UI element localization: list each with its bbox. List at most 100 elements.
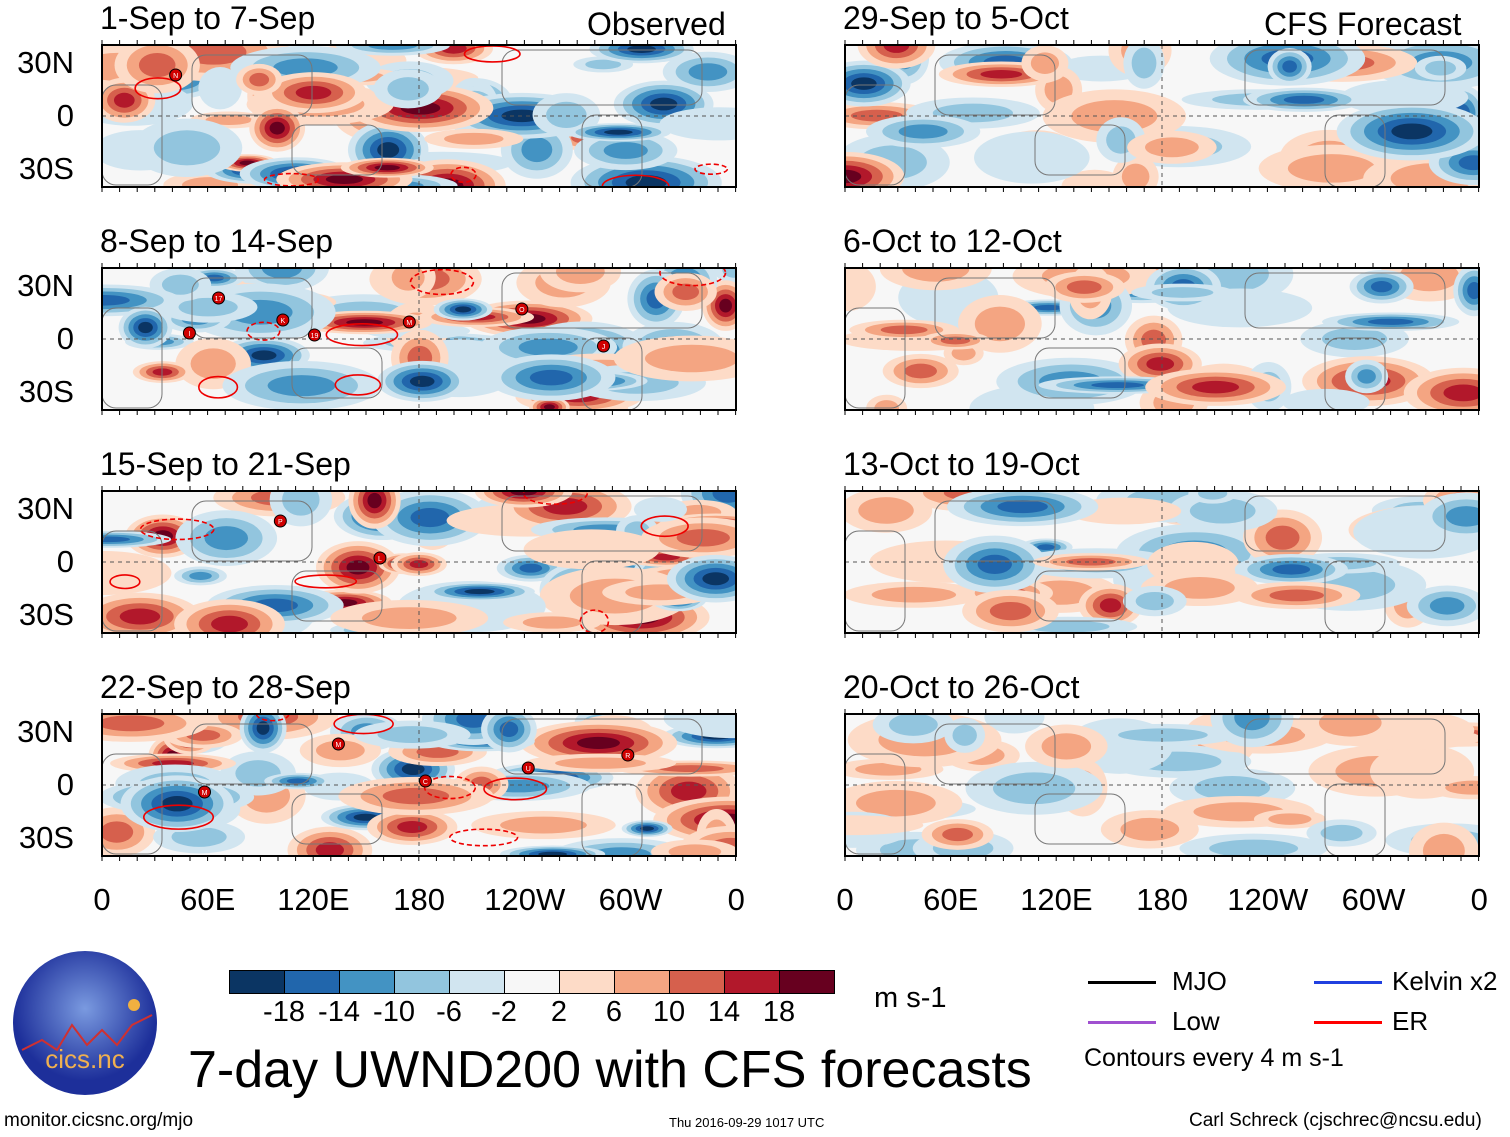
coastline: [102, 307, 163, 409]
colorbar-swatch: [615, 971, 670, 993]
tropical-cyclone-marker: 17: [212, 291, 226, 305]
wind-anomaly-blob: [845, 169, 862, 184]
coastline: [581, 783, 643, 856]
colorbar-units: m s-1: [874, 982, 947, 1014]
wind-anomaly-blob: [676, 529, 730, 547]
uwnd-map-panel: [844, 40, 1480, 192]
wind-anomaly-blob: [374, 164, 400, 171]
wind-anomaly-blob: [161, 274, 199, 295]
wind-anomaly-blob: [1131, 47, 1157, 79]
colorbar-tick-label: -2: [491, 996, 517, 1028]
wind-anomaly-blob: [845, 815, 924, 836]
wind-anomaly-blob: [1367, 318, 1414, 325]
wind-anomaly-blob: [1429, 597, 1465, 615]
storm-label: N: [173, 73, 178, 80]
wind-anomaly-blob: [951, 346, 976, 361]
wind-anomaly-blob: [444, 132, 504, 145]
coastline: [845, 307, 906, 409]
coastline: [1324, 783, 1386, 856]
uwnd-map-panel: [844, 486, 1480, 638]
coastline: [1244, 272, 1446, 329]
wind-anomaly-blob: [702, 572, 730, 586]
wind-anomaly-blob: [1135, 591, 1174, 611]
wind-anomaly-blob: [1066, 280, 1102, 294]
wind-anomaly-blob: [377, 726, 448, 744]
coastline: [845, 84, 906, 186]
storm-label: O: [519, 307, 525, 314]
wind-anomaly-blob: [102, 295, 130, 306]
figure-title: 7-day UWND200 with CFS forecasts: [188, 1041, 1032, 1099]
wind-anomaly-blob: [1272, 564, 1311, 575]
lat-label: 30N: [17, 714, 74, 749]
wind-anomaly-blob: [138, 321, 153, 334]
wind-anomaly-blob: [650, 97, 678, 111]
wind-anomaly-blob: [604, 129, 633, 135]
wind-anomaly-blob: [585, 59, 622, 70]
wind-anomaly-blob: [522, 616, 582, 629]
wind-anomaly-blob: [1061, 169, 1128, 187]
wind-anomaly-blob: [1321, 327, 1388, 351]
wind-anomaly-blob: [1120, 817, 1180, 841]
storm-label: J: [602, 344, 606, 351]
storm-label: M: [406, 320, 412, 327]
wind-anomaly-blob: [119, 608, 161, 625]
wind-anomaly-blob: [952, 724, 977, 746]
wind-anomaly-blob: [171, 826, 227, 847]
er-contour: [450, 166, 477, 184]
lat-label: 30N: [17, 268, 74, 303]
storm-label: L: [378, 556, 382, 563]
colorbar-swatch: [670, 971, 725, 993]
coastline: [1244, 718, 1446, 775]
wind-anomaly-blob: [1445, 780, 1479, 795]
coastline: [291, 124, 383, 176]
source-url[interactable]: monitor.cicsnc.org/mjo: [4, 1110, 194, 1131]
lat-label: 30N: [17, 45, 74, 80]
colorbar-tick-label: -6: [436, 996, 462, 1028]
er-contour: [334, 374, 382, 396]
wind-anomaly-blob: [273, 58, 338, 77]
coastline: [934, 723, 1056, 785]
wind-anomaly-blob: [555, 757, 646, 769]
coastline: [581, 114, 643, 187]
colorbar-swatch: [505, 971, 560, 993]
coastline: [934, 54, 1056, 116]
contour-note: Contours every 4 m s-1: [1084, 1044, 1344, 1072]
legend-er-line: [1314, 1021, 1382, 1024]
wind-anomaly-blob: [267, 375, 336, 397]
wind-anomaly-blob: [361, 607, 457, 629]
panel-title: 8-Sep to 14-Sep: [100, 223, 334, 259]
wind-anomaly-blob: [153, 130, 221, 166]
wind-anomaly-blob: [898, 124, 948, 139]
wind-anomaly-blob: [989, 601, 1032, 621]
legend-mjo-line: [1088, 981, 1156, 984]
lat-label: 30S: [18, 151, 74, 186]
wind-anomaly-blob: [1091, 382, 1144, 389]
storm-label: R: [625, 753, 630, 760]
wind-anomaly-blob: [521, 137, 553, 163]
coastline: [102, 530, 163, 632]
legend-low-label: Low: [1172, 1006, 1220, 1036]
coastline: [1034, 124, 1126, 176]
wind-anomaly-blob: [1268, 813, 1312, 825]
coastline: [501, 495, 703, 552]
wind-anomaly-blob: [464, 588, 495, 595]
coastline: [581, 337, 643, 410]
wind-anomaly-blob: [500, 816, 587, 834]
panel-title: 20-Oct to 26-Oct: [843, 669, 1080, 705]
forecast-header: CFS Forecast: [1264, 6, 1462, 42]
wind-anomaly-blob: [670, 781, 707, 801]
colorbar-tick-label: 6: [605, 996, 623, 1028]
panel-title: 13-Oct to 19-Oct: [843, 446, 1080, 482]
colorbar-swatch: [780, 971, 834, 993]
wind-anomaly-blob: [1269, 589, 1324, 602]
wind-anomaly-blob: [1357, 369, 1376, 384]
wind-anomaly-blob: [1037, 544, 1055, 551]
lon-label: 120E: [277, 882, 350, 917]
wind-anomaly-blob: [1151, 287, 1214, 298]
er-contour: [142, 804, 215, 830]
storm-label: U: [526, 766, 531, 773]
tropical-cyclone-marker: M: [402, 315, 416, 329]
uwnd-map-panel: PL: [101, 486, 737, 638]
wind-anomaly-blob: [387, 77, 429, 101]
wind-anomaly-blob: [1283, 95, 1325, 104]
